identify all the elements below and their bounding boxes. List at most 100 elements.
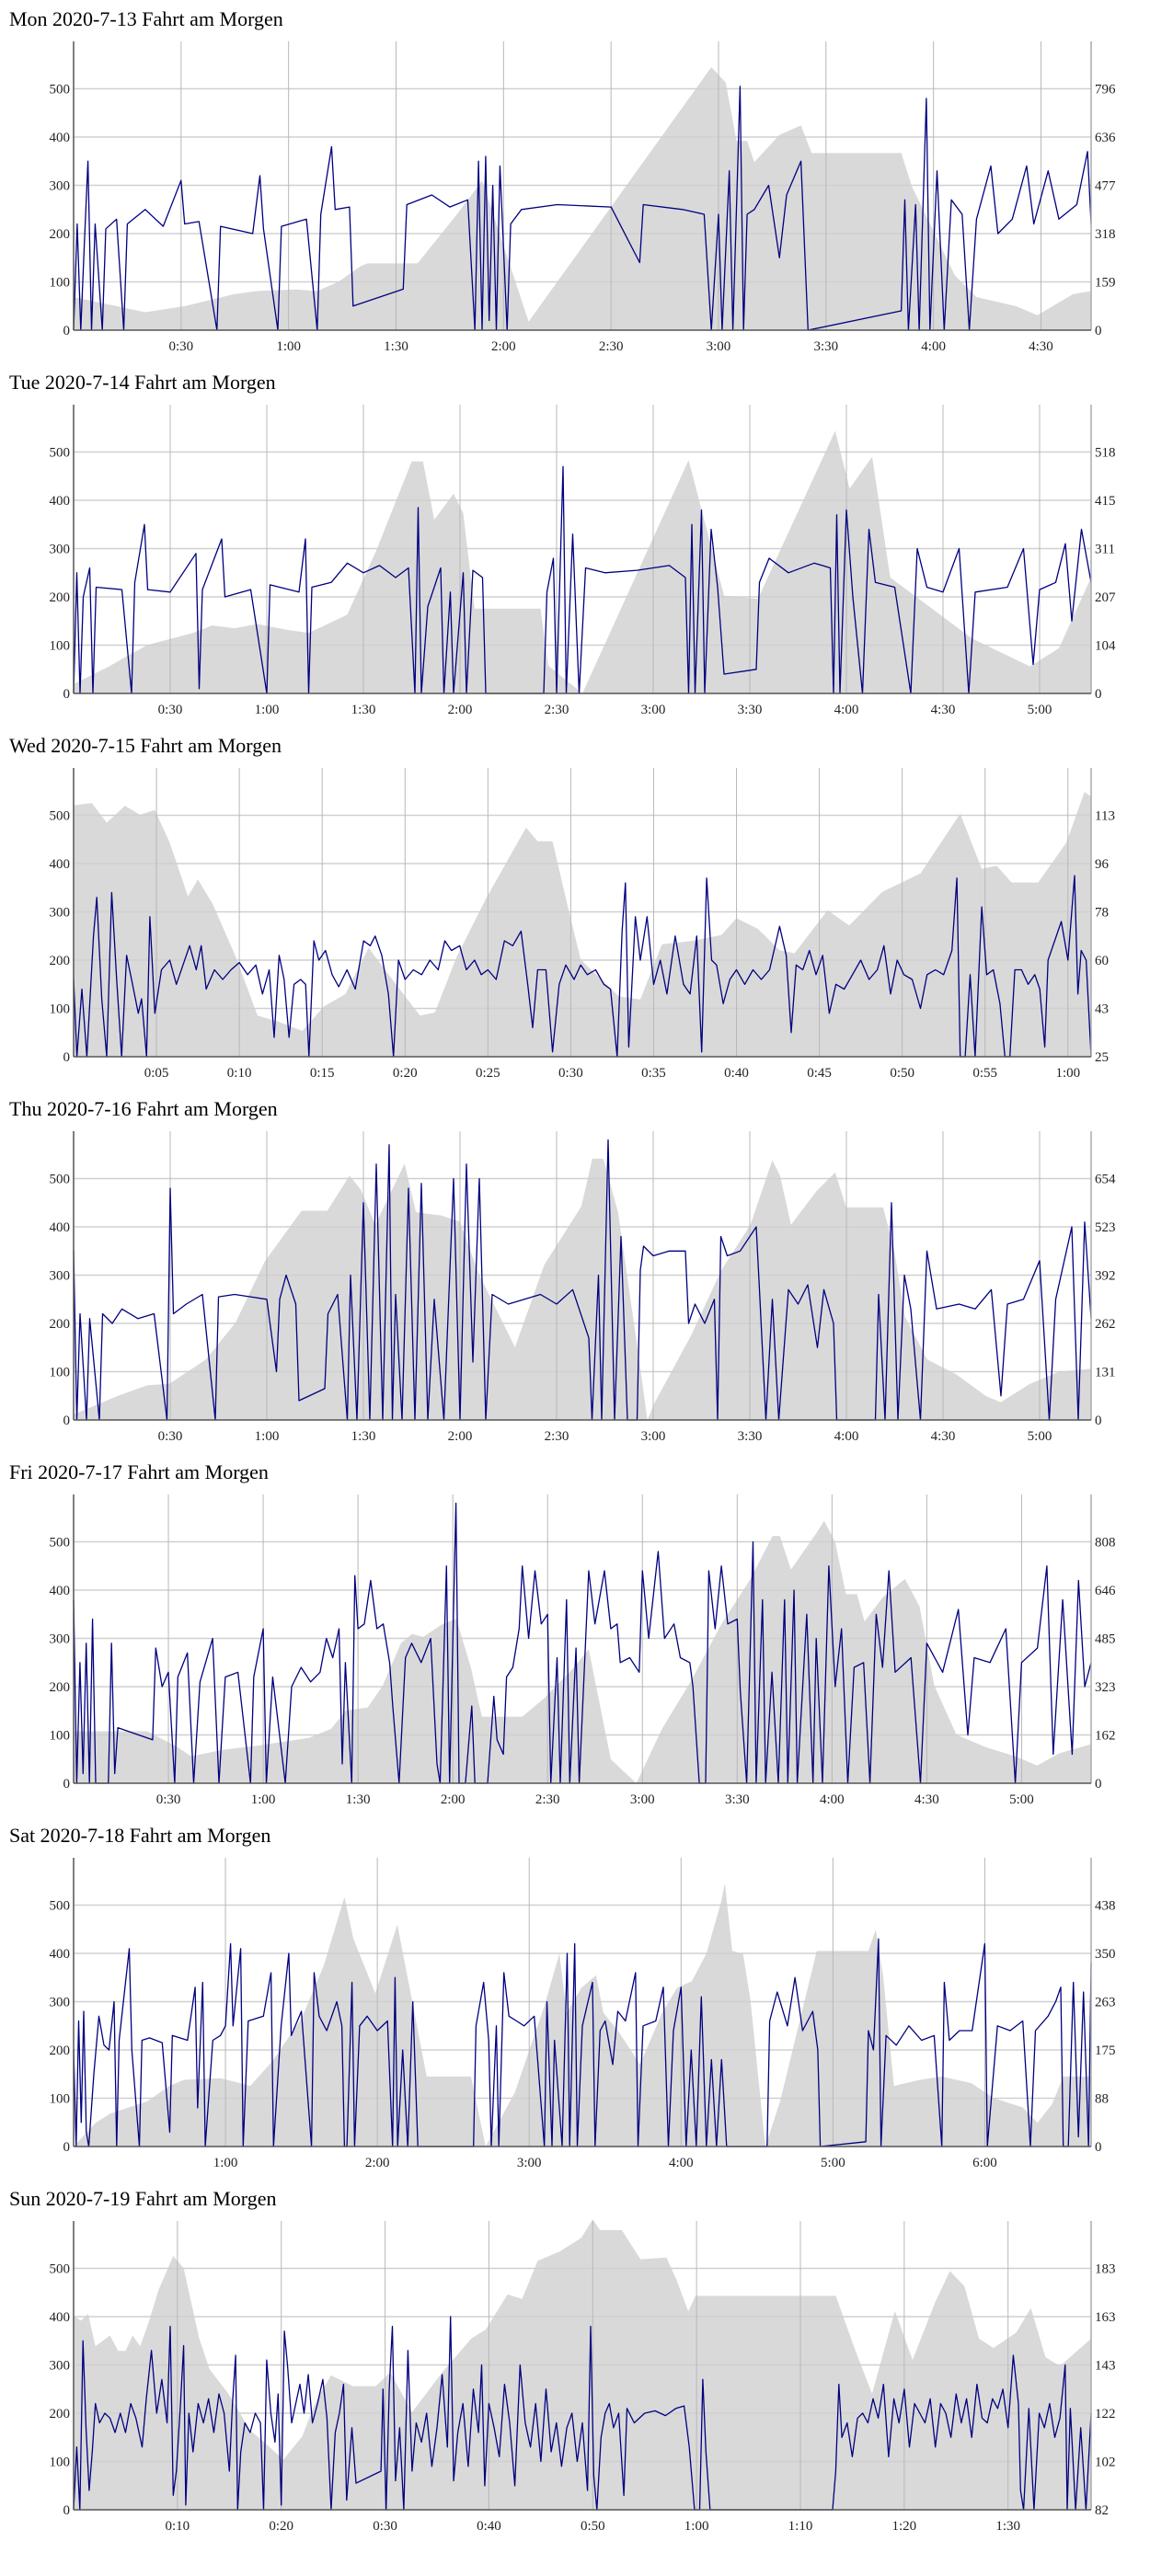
- x-axis-tick-label: 0:25: [476, 1066, 500, 1081]
- x-axis-tick-label: 1:30: [384, 339, 408, 354]
- left-axis-tick-label: 300: [50, 1996, 71, 2010]
- x-axis-tick-label: 0:10: [227, 1066, 252, 1081]
- right-axis-tick-label: 60: [1095, 954, 1109, 968]
- power-line: [73, 1139, 1092, 1421]
- x-axis-tick-label: 0:05: [144, 1066, 169, 1081]
- x-axis-tick-label: 2:30: [599, 339, 624, 354]
- x-axis-tick-label: 0:30: [158, 1429, 183, 1444]
- left-axis-tick-label: 200: [50, 954, 71, 968]
- x-axis-tick-label: 0:30: [168, 339, 193, 354]
- power-line: [73, 1938, 1092, 2147]
- chart-plot: 0 82 100 102 200 122 300 143 400 163 500 183 0:10 0:2…: [50, 2219, 1116, 2534]
- elevation-area: [74, 1883, 1091, 2147]
- left-axis-tick-label: 500: [50, 83, 71, 97]
- right-axis-tick-label: 263: [1095, 1996, 1116, 2010]
- chart-plot: 0 0 100 159 200 318 300 477 400 636 500 796 0:30 1:00…: [50, 41, 1116, 354]
- left-axis-tick-label: 300: [50, 2359, 71, 2374]
- ride-chart-tue: Tue 2020-7-14 Fahrt am Morgen 0 0 100 104 20…: [0, 363, 1150, 727]
- left-axis-tick-label: 0: [63, 1050, 71, 1065]
- left-axis-tick-label: 100: [50, 2456, 71, 2470]
- left-axis-tick-label: 500: [50, 2262, 71, 2277]
- left-axis-tick-label: 200: [50, 1317, 71, 1332]
- x-axis-tick-label: 5:00: [1028, 703, 1052, 717]
- right-axis-tick-label: 175: [1095, 2044, 1116, 2058]
- x-axis-tick-label: 0:30: [156, 1792, 181, 1807]
- x-axis-tick-label: 2:00: [441, 1792, 466, 1807]
- x-axis-tick-label: 2:30: [545, 1429, 569, 1444]
- elevation-area: [74, 1520, 1091, 1783]
- x-axis-tick-label: 2:30: [535, 1792, 560, 1807]
- right-axis-tick-label: 0: [1095, 687, 1102, 702]
- x-axis-tick-label: 2:00: [448, 703, 473, 717]
- left-axis-tick-label: 100: [50, 276, 71, 291]
- chart-plot: 0 25 100 43 200 60 300 78 400 96 500 113 0:05 0:10 0:1…: [50, 768, 1115, 1081]
- x-axis-tick-label: 3:30: [813, 339, 838, 354]
- x-axis-tick-label: 0:30: [373, 2519, 397, 2534]
- x-axis-tick-label: 4:00: [834, 703, 859, 717]
- power-line: [73, 465, 1092, 694]
- chart-plot: 0 0 100 88 200 175 300 263 400 350 500 438 1:00 2:00 3…: [50, 1858, 1116, 2170]
- x-axis-tick-label: 0:20: [393, 1066, 418, 1081]
- left-axis-tick-label: 300: [50, 543, 71, 557]
- x-axis-tick-label: 4:00: [820, 1792, 845, 1807]
- right-axis-tick-label: 485: [1095, 1632, 1116, 1647]
- left-axis-tick-label: 200: [50, 227, 71, 242]
- x-axis-tick-label: 0:50: [890, 1066, 914, 1081]
- left-axis-tick-label: 400: [50, 1947, 71, 1962]
- x-axis-tick-label: 0:15: [310, 1066, 335, 1081]
- x-axis-tick-label: 3:00: [630, 1792, 655, 1807]
- x-axis-tick-label: 1:00: [255, 703, 280, 717]
- right-axis-tick-label: 104: [1095, 639, 1116, 654]
- right-axis-tick-label: 477: [1095, 179, 1116, 194]
- x-axis-tick-label: 3:00: [641, 703, 666, 717]
- left-axis-tick-label: 300: [50, 1632, 71, 1647]
- left-axis-tick-label: 400: [50, 494, 71, 509]
- x-axis-tick-label: 2:30: [545, 703, 569, 717]
- left-axis-tick-label: 100: [50, 2092, 71, 2107]
- x-axis-tick-label: 0:30: [558, 1066, 583, 1081]
- chart-plot: 0 0 100 162 200 323 300 485 400 646 500 808 0:30 1:00…: [50, 1494, 1116, 1807]
- elevation-area: [74, 67, 1091, 330]
- x-axis-tick-label: 5:00: [1028, 1429, 1052, 1444]
- x-axis-tick-label: 1:10: [788, 2519, 813, 2534]
- left-axis-tick-label: 0: [63, 324, 71, 338]
- left-axis-tick-label: 0: [63, 1777, 71, 1792]
- right-axis-tick-label: 0: [1095, 2140, 1102, 2155]
- x-axis-tick-label: 1:30: [346, 1792, 371, 1807]
- x-axis-tick-label: 1:00: [213, 2156, 238, 2170]
- right-axis-tick-label: 0: [1095, 324, 1102, 338]
- x-axis-tick-label: 2:00: [365, 2156, 390, 2170]
- right-axis-tick-label: 0: [1095, 1777, 1102, 1792]
- right-axis-tick-label: 183: [1095, 2262, 1116, 2277]
- x-axis-tick-label: 4:00: [834, 1429, 859, 1444]
- chart-title: Sat 2020-7-18 Fahrt am Morgen: [9, 1824, 271, 1847]
- right-axis-tick-label: 102: [1095, 2456, 1116, 2470]
- right-axis-tick-label: 518: [1095, 446, 1116, 461]
- x-axis-tick-label: 0:55: [972, 1066, 997, 1081]
- chart-plot: 0 0 100 131 200 262 300 392 400 523 500 654 0:30 1:00…: [50, 1131, 1116, 1444]
- right-axis-tick-label: 808: [1095, 1536, 1116, 1551]
- left-axis-tick-label: 0: [63, 2140, 71, 2155]
- chart-title: Mon 2020-7-13 Fahrt am Morgen: [9, 7, 283, 30]
- right-axis-tick-label: 438: [1095, 1899, 1116, 1914]
- chart-title: Fri 2020-7-17 Fahrt am Morgen: [9, 1460, 269, 1483]
- x-axis-tick-label: 2:00: [448, 1429, 473, 1444]
- left-axis-tick-label: 200: [50, 2044, 71, 2058]
- left-axis-tick-label: 500: [50, 1173, 71, 1187]
- elevation-area: [74, 1158, 1091, 1420]
- left-axis-tick-label: 500: [50, 446, 71, 461]
- x-axis-tick-label: 1:20: [892, 2519, 917, 2534]
- right-axis-tick-label: 654: [1095, 1173, 1116, 1187]
- x-axis-tick-label: 1:30: [995, 2519, 1020, 2534]
- right-axis-tick-label: 113: [1095, 809, 1115, 824]
- left-axis-tick-label: 100: [50, 1729, 71, 1744]
- left-axis-tick-label: 300: [50, 179, 71, 194]
- left-axis-tick-label: 300: [50, 1269, 71, 1284]
- right-axis-tick-label: 646: [1095, 1584, 1116, 1598]
- left-axis-tick-label: 200: [50, 1680, 71, 1695]
- right-axis-tick-label: 0: [1095, 1414, 1102, 1428]
- right-axis-tick-label: 796: [1095, 83, 1116, 97]
- chart-title: Sun 2020-7-19 Fahrt am Morgen: [9, 2187, 277, 2210]
- x-axis-tick-label: 1:00: [1055, 1066, 1080, 1081]
- left-axis-tick-label: 100: [50, 1002, 71, 1017]
